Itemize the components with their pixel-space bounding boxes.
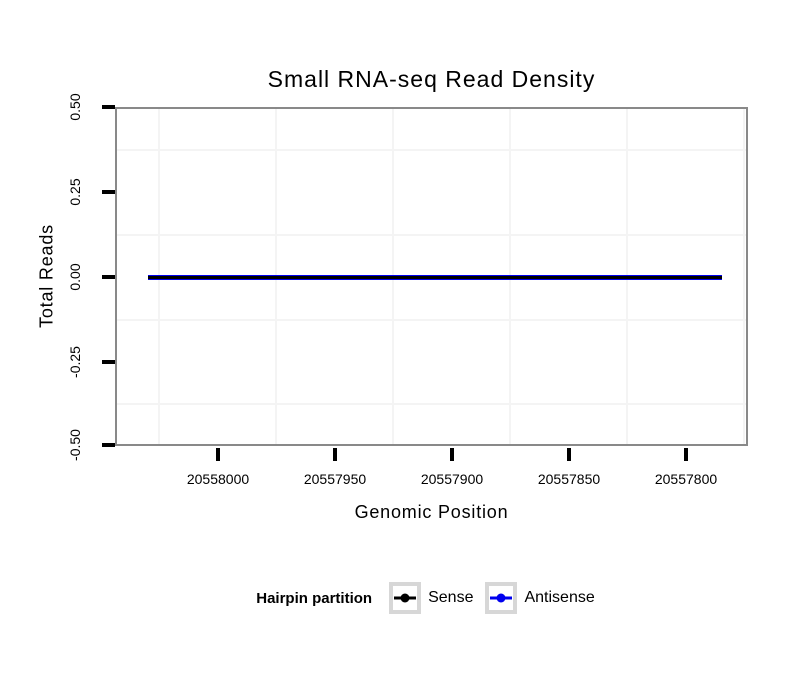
legend-key-sense	[389, 582, 422, 614]
x-tick-label: 20557800	[654, 471, 718, 487]
x-tick-label: 20558000	[186, 471, 250, 487]
y-tick-label: 0.50	[67, 93, 83, 121]
legend: Hairpin partition Sense Antisense	[115, 581, 748, 615]
minor-gridline-h	[117, 319, 746, 321]
legend-key-antisense	[485, 582, 518, 614]
x-tick-label: 20557900	[420, 471, 484, 487]
y-tick-mark	[102, 275, 115, 279]
y-tick-mark	[102, 443, 115, 447]
y-tick-label: 0.00	[67, 263, 83, 291]
y-tick-label: -0.25	[67, 346, 83, 378]
legend-title: Hairpin partition	[256, 589, 373, 607]
x-tick-label: 20557850	[537, 471, 601, 487]
minor-gridline-v	[743, 109, 745, 444]
antisense-point-icon	[496, 593, 506, 603]
y-tick-mark	[102, 190, 115, 194]
y-tick-mark	[102, 360, 115, 364]
legend-label-antisense: Antisense	[524, 589, 595, 606]
minor-gridline-h	[117, 234, 746, 236]
y-tick-label: -0.50	[67, 429, 83, 461]
minor-gridline-h	[117, 149, 746, 151]
sense-point-icon	[400, 593, 410, 603]
legend-label-sense: Sense	[428, 589, 474, 606]
y-tick-label: 0.25	[67, 178, 83, 206]
x-tick-mark	[684, 448, 688, 461]
x-tick-mark	[450, 448, 454, 461]
sense-data-line	[148, 276, 722, 279]
x-axis-title: Genomic Position	[354, 502, 509, 522]
y-axis-title: Total Reads	[36, 224, 57, 328]
x-tick-mark	[333, 448, 337, 461]
chart-title: Small RNA-seq Read Density	[267, 66, 596, 92]
x-tick-mark	[216, 448, 220, 461]
minor-gridline-h	[117, 403, 746, 405]
x-tick-mark	[567, 448, 571, 461]
y-tick-mark	[102, 105, 115, 109]
x-tick-label: 20557950	[303, 471, 367, 487]
plot-panel	[115, 107, 748, 446]
